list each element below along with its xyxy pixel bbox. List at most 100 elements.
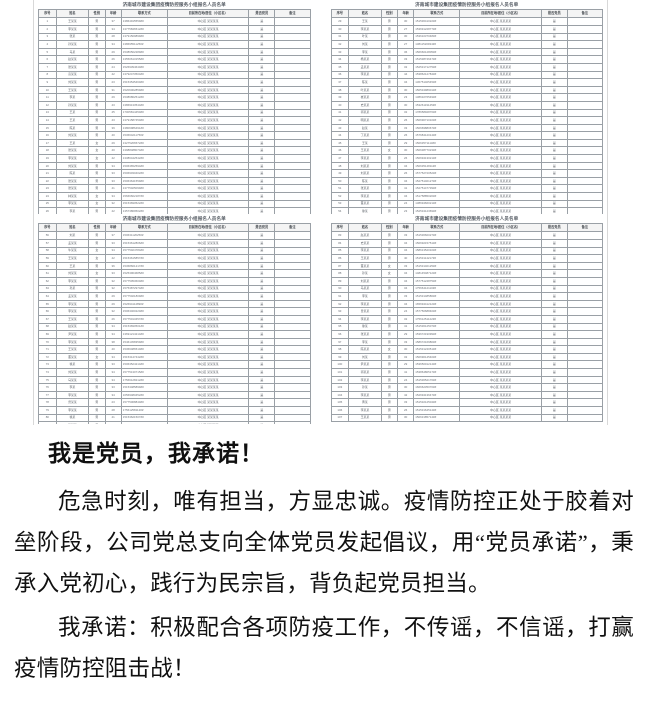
- cell-num: 53: [330, 199, 350, 209]
- table-row: 2 李某某男 34 13775846512## 中心区 某某某某是: [38, 25, 311, 34]
- cell-name: 张某某: [55, 62, 90, 72]
- cell-tel: 17865892876##: [413, 108, 461, 118]
- cell-age: 41: [396, 322, 415, 332]
- cell-age: 32: [396, 108, 415, 118]
- table-row: 107 王某某男 30 15063185714## 中心区 某某某某是: [330, 413, 604, 423]
- table-row: 65 李某某男 29 15269411489## 中心区 某某某某是: [38, 299, 311, 309]
- table-row: 54 徐某男 23 15253412369## 中心区 某某某某是: [330, 207, 604, 214]
- cell-age: 34: [396, 246, 415, 256]
- cell-party: 是: [248, 254, 276, 263]
- table-row: 4 孙某某男 34 13869551125## 中心区 某某某某是: [38, 40, 311, 49]
- cell-num: 60: [38, 261, 57, 271]
- cell-note: [274, 284, 311, 294]
- table-row: 60 王某男 36 15368601217## 中心区 某某某某是: [38, 261, 311, 271]
- cell-addr: 中心区 某某某某: [166, 154, 250, 163]
- cell-addr: 中心区 某某某某: [459, 169, 542, 178]
- cell-sex: 男: [88, 47, 106, 57]
- cell-name: 徐某: [348, 322, 382, 332]
- cell-sex: 男: [88, 70, 106, 80]
- table-row: 30 李某某男 27 15369122877## 中心区 某某某某是: [330, 25, 604, 34]
- cell-tel: 15063652594##: [120, 161, 168, 171]
- roster-table-head: 序号 姓名 性别 年龄 联系方式 目前所在地/居住（小区名） 是否党员 备注: [330, 222, 604, 233]
- cell-note: [566, 345, 604, 354]
- table-row: 75 马某某男 34 17566128212## 中心区 某某某某是: [38, 375, 311, 385]
- roster-scan-panel-4[interactable]: 济南城市建设集团疫情防控服务小组报名人员名单 序号 姓名 性别 年龄 联系方式 …: [327, 214, 608, 424]
- cell-sex: 男: [380, 390, 399, 400]
- cell-num: 80: [38, 413, 57, 423]
- cell-age: 26: [396, 169, 415, 178]
- cell-sex: 男: [88, 108, 106, 118]
- cell-tel: 15153545460##: [120, 78, 168, 87]
- cell-sex: 男: [88, 368, 106, 377]
- cell-party: 是: [540, 47, 568, 57]
- cell-age: 29: [104, 421, 122, 424]
- cell-num: 99: [330, 352, 350, 362]
- cell-note: [274, 254, 311, 263]
- cell-party: 是: [540, 108, 568, 118]
- table-row: 35 孟某某男 32 15253171275## 中心区 某某某某是: [330, 62, 604, 72]
- cell-num: 6: [38, 55, 57, 64]
- table-row: 18 张某某女 40 13988488074## 中心区 某某某某是: [38, 146, 311, 156]
- cell-addr: 中心区 某某某某: [166, 360, 250, 370]
- cell-name: 刘某某: [55, 368, 90, 377]
- cell-sex: 男: [88, 32, 106, 42]
- cell-party: 是: [248, 176, 276, 186]
- cell-party: 是: [248, 116, 276, 125]
- cell-age: 23: [104, 398, 122, 408]
- cell-addr: 中心区 某某某某: [166, 47, 250, 57]
- cell-name: 孙某: [348, 383, 382, 392]
- table-row: 48 刘某某男 34 15063514811## 中心区 某某某某是: [330, 161, 604, 171]
- cell-addr: 中心区 某某某某: [166, 383, 250, 392]
- cell-note: [274, 231, 311, 240]
- table-row: 10 王某某男 31 15206002859## 中心区 某某某某是: [38, 85, 311, 95]
- cell-note: [274, 85, 311, 95]
- table-row: 106 李某某男 26 15153164514## 中心区 某某某某是: [330, 406, 604, 415]
- cell-num: 63: [38, 284, 57, 294]
- cell-num: 69: [38, 330, 57, 339]
- cell-tel: 15063641559##: [120, 176, 168, 186]
- cell-age: 28: [104, 32, 122, 42]
- cell-note: [566, 337, 604, 347]
- cell-sex: 男: [88, 406, 106, 415]
- cell-party: 是: [540, 62, 568, 72]
- table-row: 62 李某某男 32 15775053600## 中心区 某某某某是: [38, 276, 311, 286]
- cell-age: 32: [104, 307, 122, 316]
- cell-age: 41: [396, 368, 415, 377]
- cell-party: 是: [540, 406, 568, 415]
- cell-tel: 16666235070##: [413, 383, 461, 392]
- cell-num: 10: [38, 85, 57, 95]
- cell-num: 83: [330, 231, 350, 240]
- col-header-note: 备注: [566, 222, 604, 233]
- col-header-no: 序号: [330, 222, 350, 233]
- table-row: 3 张某男 28 13791509899## 中心区 某某某某是: [38, 32, 311, 42]
- cell-addr: 中心区 某某某某: [459, 131, 542, 140]
- cell-num: 15: [38, 123, 57, 133]
- roster-scan-panel-1[interactable]: 济南城市建设集团疫情防控服务小组报名人员名单 序号 姓名 性别 年龄 联系方式 …: [34, 0, 315, 214]
- table-row: 70 李某某男 38 15461458359## 中心区 某某某某是: [38, 337, 311, 347]
- cell-sex: 男: [88, 421, 106, 424]
- cell-name: 张某某: [55, 421, 90, 424]
- cell-name: 李某某: [55, 406, 90, 415]
- roster-scan-panel-2[interactable]: 济南城市建设集团疫情防控服务小组报名人员名单 序号 姓名 性别 年龄 联系方式 …: [327, 0, 608, 214]
- cell-party: 是: [248, 231, 276, 240]
- cell-age: 34: [104, 322, 122, 332]
- cell-age: 38: [104, 337, 122, 347]
- cell-tel: 15861352010##: [413, 246, 461, 256]
- cell-tel: 15386212784##: [413, 70, 461, 80]
- col-header-age: 年龄: [396, 8, 415, 19]
- cell-party: 是: [540, 413, 568, 423]
- cell-addr: 中心区 某某某某: [459, 406, 542, 415]
- article-body: 我是党员，我承诺！ 危急时刻，唯有担当，方显忠诚。疫情防控正处于胶着对垒阶段，公…: [0, 439, 650, 689]
- cell-name: 史某某: [348, 100, 382, 110]
- cell-note: [566, 383, 604, 392]
- cell-addr: 中心区 某某某某: [459, 330, 542, 339]
- cell-addr: 中心区 某某某某: [166, 116, 250, 125]
- cell-num: 103: [330, 383, 350, 392]
- cell-note: [274, 299, 311, 309]
- cell-addr: 中心区 某某某某: [166, 146, 250, 156]
- cell-tel: 15063514811##: [413, 161, 461, 171]
- cell-tel: 15175885020##: [413, 192, 461, 201]
- roster-scan-panel-3[interactable]: 济南城市建设集团疫情防控服务小组报名人员名单 序号 姓名 性别 年龄 联系方式 …: [34, 214, 315, 424]
- cell-age: 23: [396, 207, 415, 214]
- cell-name: 李某某: [348, 406, 382, 415]
